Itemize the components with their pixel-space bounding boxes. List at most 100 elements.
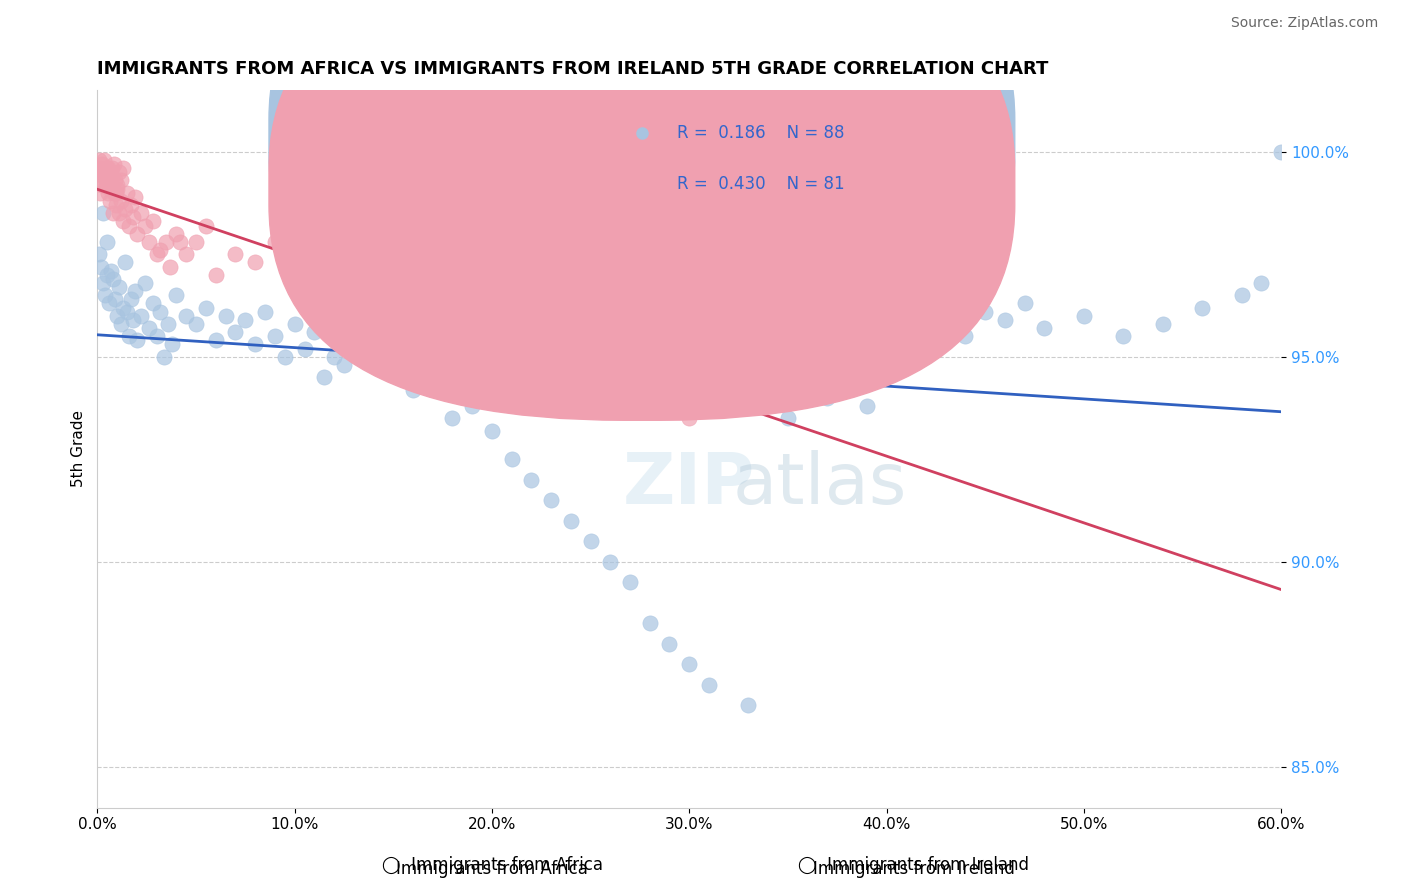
Point	[1152, 317, 1174, 331]
Point	[145, 329, 167, 343]
Point	[108, 280, 131, 294]
Point	[100, 169, 122, 184]
Point	[115, 186, 138, 200]
Point	[579, 534, 602, 549]
Point	[98, 296, 121, 310]
Point	[157, 317, 180, 331]
Point	[94, 173, 117, 187]
Point	[658, 637, 681, 651]
Point	[343, 276, 366, 290]
Point	[461, 399, 484, 413]
Point	[422, 296, 444, 310]
Point	[96, 178, 118, 192]
Point	[1230, 288, 1253, 302]
Point	[1191, 301, 1213, 315]
Point	[638, 616, 661, 631]
Point	[599, 358, 621, 372]
Point	[142, 214, 165, 228]
Point	[264, 235, 287, 249]
Point	[107, 178, 129, 192]
Point	[174, 247, 197, 261]
Point	[697, 678, 720, 692]
Point	[108, 165, 131, 179]
Point	[111, 301, 134, 315]
Point	[1073, 309, 1095, 323]
Point	[935, 309, 957, 323]
Point	[678, 411, 700, 425]
Text: atlas: atlas	[733, 450, 907, 519]
Point	[125, 334, 148, 348]
Point	[382, 288, 405, 302]
Point	[184, 317, 207, 331]
Point	[110, 194, 132, 208]
Point	[1250, 276, 1272, 290]
Point	[112, 161, 135, 176]
Point	[98, 169, 121, 184]
Point	[98, 194, 121, 208]
Point	[129, 309, 152, 323]
Point	[876, 329, 898, 343]
Point	[114, 202, 136, 216]
Point	[89, 161, 111, 176]
Point	[776, 411, 799, 425]
Point	[304, 247, 326, 261]
FancyBboxPatch shape	[600, 101, 991, 230]
Point	[194, 219, 217, 233]
Point	[323, 268, 346, 282]
Point	[520, 473, 543, 487]
Point	[343, 337, 366, 351]
Point	[1014, 296, 1036, 310]
Point	[114, 255, 136, 269]
Point	[314, 370, 336, 384]
Point	[441, 411, 464, 425]
Point	[274, 350, 297, 364]
Point	[855, 399, 877, 413]
Point	[105, 309, 128, 323]
Text: Source: ZipAtlas.com: Source: ZipAtlas.com	[1230, 16, 1378, 29]
Point	[101, 206, 124, 220]
Point	[105, 181, 128, 195]
Point	[108, 206, 131, 220]
Point	[91, 157, 114, 171]
Point	[104, 293, 127, 307]
Point	[737, 698, 759, 713]
Text: Immigrants from Ireland: Immigrants from Ireland	[813, 860, 1015, 878]
Point	[153, 350, 176, 364]
Point	[142, 296, 165, 310]
Point	[90, 260, 112, 274]
Point	[162, 337, 184, 351]
Point	[214, 309, 236, 323]
Point	[599, 555, 621, 569]
Point	[101, 272, 124, 286]
Point	[91, 169, 114, 184]
Point	[619, 575, 641, 590]
FancyBboxPatch shape	[269, 0, 1015, 420]
Point	[118, 329, 141, 343]
FancyBboxPatch shape	[269, 0, 1015, 370]
Point	[194, 301, 217, 315]
Point	[204, 334, 226, 348]
Point	[619, 350, 641, 364]
Point	[678, 657, 700, 672]
Point	[224, 247, 246, 261]
Point	[89, 153, 111, 167]
Point	[110, 173, 132, 187]
Point	[896, 301, 918, 315]
Point	[481, 288, 503, 302]
Point	[91, 206, 114, 220]
Point	[129, 206, 152, 220]
Point	[658, 391, 681, 405]
Point	[184, 235, 207, 249]
Point	[974, 304, 997, 318]
Point	[155, 235, 177, 249]
Point	[121, 211, 143, 225]
Point	[104, 186, 127, 200]
Point	[98, 181, 121, 195]
Point	[294, 342, 316, 356]
Point	[481, 424, 503, 438]
Point	[560, 342, 582, 356]
Point	[97, 161, 120, 176]
Point	[111, 214, 134, 228]
Point	[540, 493, 562, 508]
Text: ◯  Immigrants from Ireland: ◯ Immigrants from Ireland	[799, 855, 1029, 874]
